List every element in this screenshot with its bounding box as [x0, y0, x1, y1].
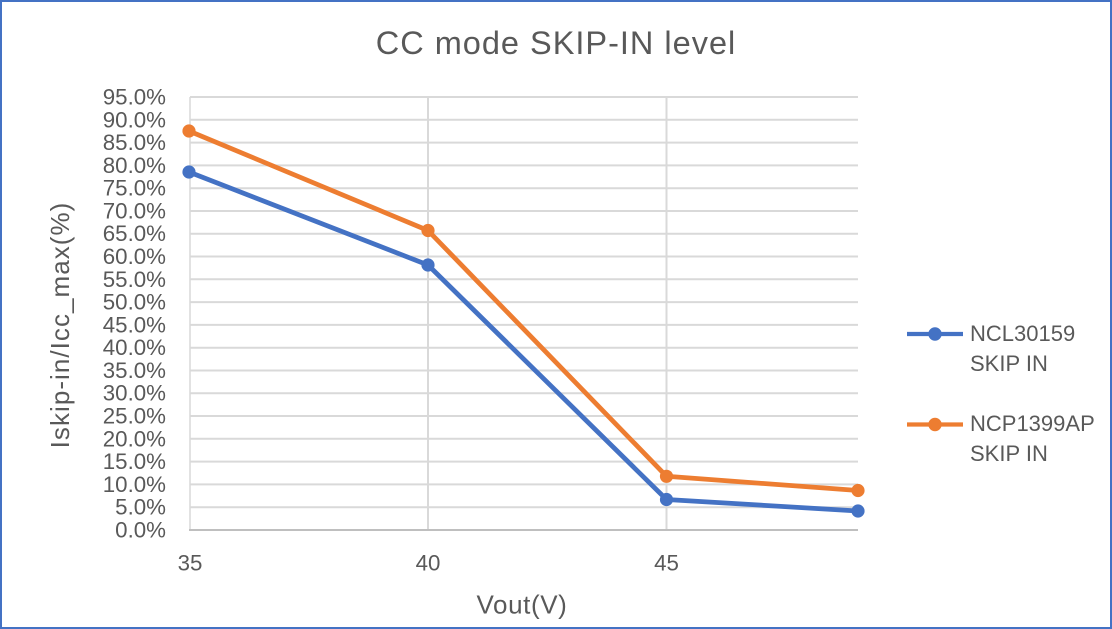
- svg-text:30.0%: 30.0%: [103, 381, 166, 406]
- svg-text:70.0%: 70.0%: [103, 199, 166, 224]
- svg-text:0.0%: 0.0%: [115, 518, 166, 543]
- svg-text:50.0%: 50.0%: [103, 290, 166, 315]
- svg-text:75.0%: 75.0%: [103, 176, 166, 201]
- svg-text:10.0%: 10.0%: [103, 472, 166, 497]
- svg-text:35: 35: [178, 551, 203, 576]
- svg-text:80.0%: 80.0%: [103, 153, 166, 178]
- svg-text:CC mode SKIP-IN level: CC mode SKIP-IN level: [376, 25, 737, 61]
- svg-text:20.0%: 20.0%: [103, 426, 166, 451]
- svg-text:Iskip-in/Icc_max(%): Iskip-in/Icc_max(%): [45, 202, 75, 449]
- svg-text:NCL30159: NCL30159: [970, 321, 1075, 346]
- svg-text:55.0%: 55.0%: [103, 267, 166, 292]
- svg-text:95.0%: 95.0%: [103, 85, 166, 110]
- svg-text:SKIP IN: SKIP IN: [970, 441, 1048, 466]
- svg-text:85.0%: 85.0%: [103, 130, 166, 155]
- svg-text:5.0%: 5.0%: [115, 495, 166, 520]
- svg-text:45: 45: [654, 551, 679, 576]
- svg-text:SKIP IN: SKIP IN: [970, 351, 1048, 376]
- svg-text:45.0%: 45.0%: [103, 312, 166, 337]
- svg-text:35.0%: 35.0%: [103, 358, 166, 383]
- svg-text:25.0%: 25.0%: [103, 404, 166, 429]
- svg-text:90.0%: 90.0%: [103, 107, 166, 132]
- svg-text:Vout(V): Vout(V): [477, 589, 568, 619]
- svg-text:65.0%: 65.0%: [103, 221, 166, 246]
- svg-text:40.0%: 40.0%: [103, 335, 166, 360]
- svg-text:15.0%: 15.0%: [103, 449, 166, 474]
- svg-text:60.0%: 60.0%: [103, 244, 166, 269]
- svg-text:40: 40: [416, 551, 441, 576]
- svg-text:NCP1399AP: NCP1399AP: [970, 411, 1095, 436]
